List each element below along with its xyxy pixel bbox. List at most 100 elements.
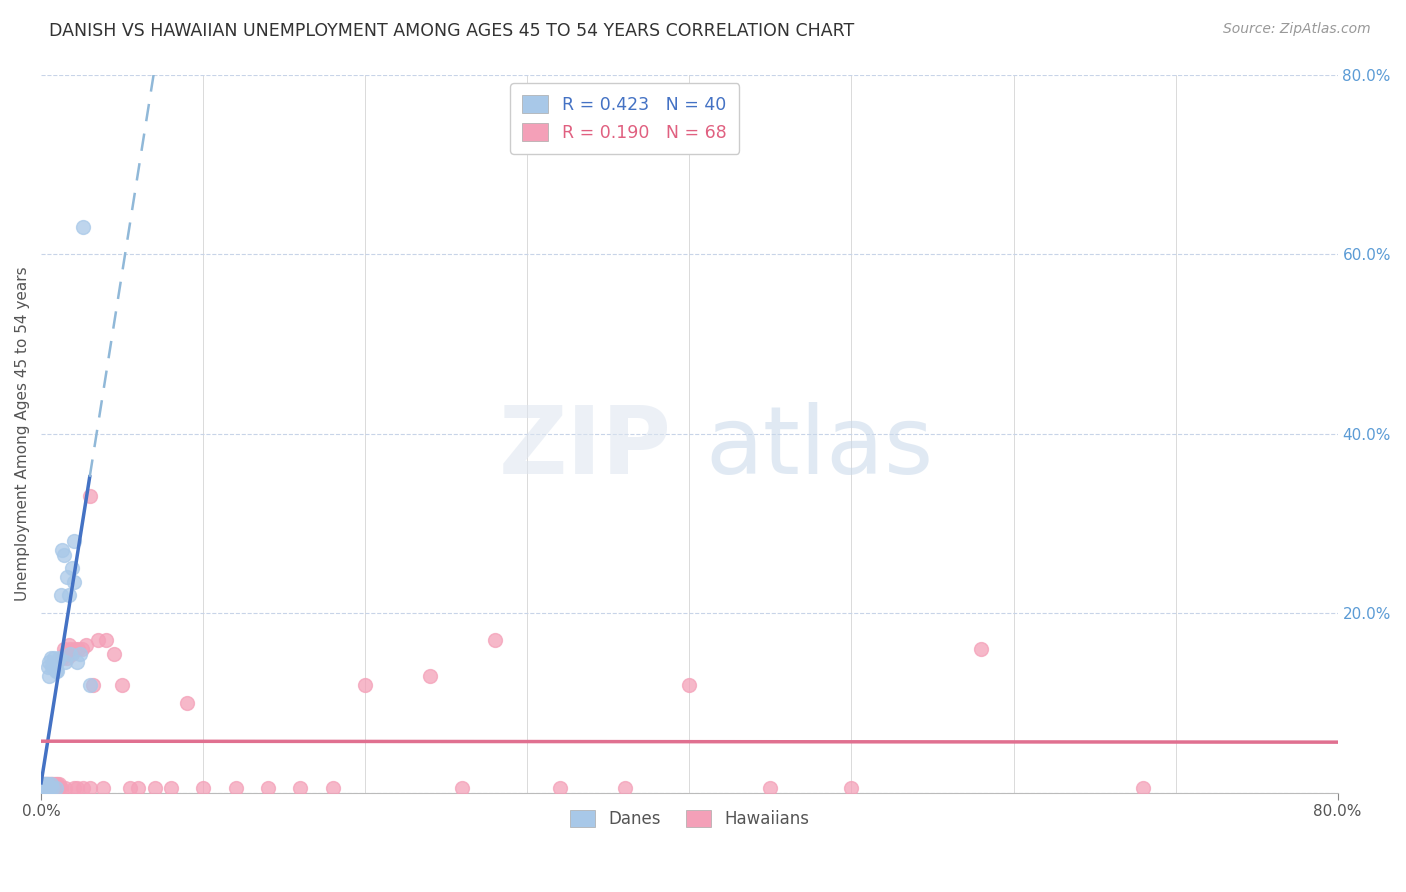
Point (111, 678, 134, 692)
Point (34, 777, 56, 791)
Point (38, 781, 60, 796)
Point (52, 642, 75, 657)
Point (451, 781, 474, 796)
Point (34, 781, 56, 796)
Text: DANISH VS HAWAIIAN UNEMPLOYMENT AMONG AGES 45 TO 54 YEARS CORRELATION CHART: DANISH VS HAWAIIAN UNEMPLOYMENT AMONG AG… (49, 22, 855, 40)
Point (34, 781, 56, 796)
Point (55, 647, 77, 661)
Point (1132, 781, 1154, 796)
Point (42, 777, 65, 791)
Point (39, 777, 62, 791)
Point (51, 651, 73, 665)
Point (58, 638, 80, 652)
Point (66, 781, 89, 796)
Point (59, 642, 82, 657)
Point (46, 781, 69, 796)
Point (31, 777, 53, 791)
Point (35, 781, 58, 796)
Point (46, 665, 69, 679)
Point (67, 642, 90, 657)
Point (290, 781, 312, 796)
Point (82, 678, 104, 692)
Point (72, 781, 94, 796)
Point (59, 647, 82, 661)
Point (37, 777, 59, 791)
Point (35, 777, 58, 791)
Point (58, 588, 80, 602)
Point (225, 781, 247, 796)
Point (39, 651, 62, 665)
Point (970, 642, 993, 657)
Point (159, 781, 181, 796)
Point (79, 490, 101, 504)
Point (37, 660, 59, 674)
Point (79, 678, 101, 692)
Point (45, 781, 67, 796)
Point (56, 651, 79, 665)
Point (41, 777, 63, 791)
Point (46, 656, 69, 670)
Point (35, 781, 58, 796)
Point (38, 781, 60, 796)
Point (63, 642, 86, 657)
Point (62, 534, 84, 549)
Text: ZIP: ZIP (499, 402, 672, 494)
Legend: Danes, Hawaiians: Danes, Hawaiians (564, 803, 815, 835)
Point (37, 781, 59, 796)
Point (34, 781, 56, 796)
Y-axis label: Unemployment Among Ages 45 to 54 years: Unemployment Among Ages 45 to 54 years (15, 267, 30, 601)
Point (72, 220, 94, 235)
Text: Source: ZipAtlas.com: Source: ZipAtlas.com (1223, 22, 1371, 37)
Point (48, 777, 70, 791)
Text: atlas: atlas (704, 402, 934, 494)
Point (66, 656, 89, 670)
Point (51, 543, 73, 558)
Point (41, 660, 63, 674)
Point (79, 781, 101, 796)
Point (52, 548, 75, 562)
Point (30, 781, 52, 796)
Point (841, 781, 863, 796)
Point (48, 781, 70, 796)
Point (34, 777, 56, 791)
Point (41, 781, 63, 796)
Point (62, 781, 84, 796)
Point (48, 651, 70, 665)
Point (60, 561, 83, 575)
Point (257, 781, 280, 796)
Point (45, 777, 67, 791)
Point (38, 669, 60, 683)
Point (42, 781, 65, 796)
Point (49, 588, 72, 602)
Point (39, 777, 62, 791)
Point (37, 781, 59, 796)
Point (613, 781, 636, 796)
Point (35, 777, 58, 791)
Point (193, 781, 215, 796)
Point (120, 781, 142, 796)
Point (55, 781, 77, 796)
Point (94, 633, 117, 648)
Point (678, 678, 700, 692)
Point (45, 781, 67, 796)
Point (49, 781, 72, 796)
Point (62, 574, 84, 589)
Point (176, 696, 198, 710)
Point (45, 665, 67, 679)
Point (759, 781, 782, 796)
Point (548, 781, 571, 796)
Point (41, 781, 63, 796)
Point (76, 638, 98, 652)
Point (91, 781, 114, 796)
Point (39, 781, 62, 796)
Point (354, 678, 377, 692)
Point (322, 781, 344, 796)
Point (419, 669, 441, 683)
Point (31, 777, 53, 791)
Point (56, 570, 79, 584)
Point (30, 777, 52, 791)
Point (87, 633, 110, 648)
Point (60, 647, 83, 661)
Point (103, 647, 125, 661)
Point (38, 777, 60, 791)
